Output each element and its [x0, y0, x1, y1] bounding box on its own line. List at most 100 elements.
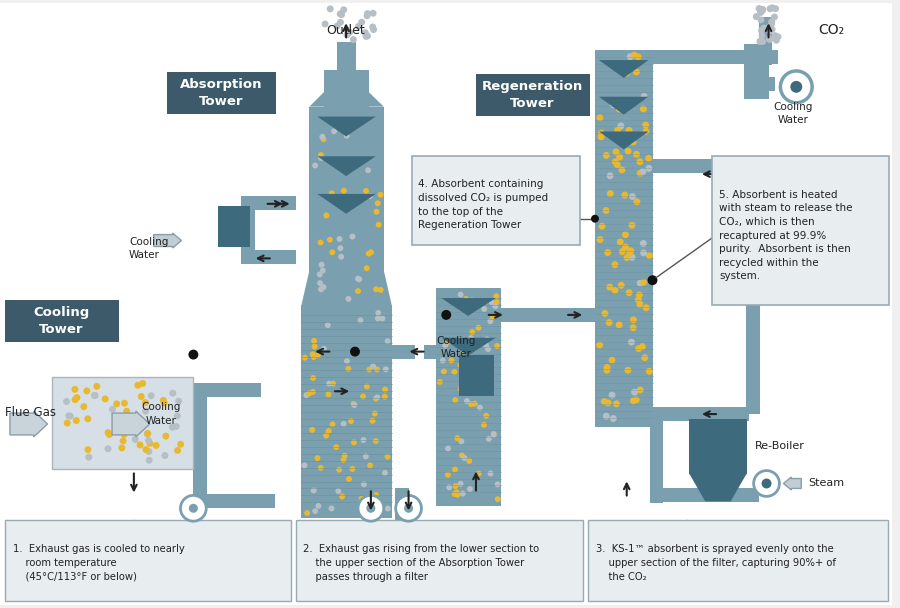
Circle shape [113, 400, 120, 407]
FancyArrow shape [783, 477, 801, 490]
Circle shape [633, 69, 640, 75]
Bar [395, 488, 409, 518]
Text: Cooling
Water: Cooling Water [129, 237, 168, 260]
Circle shape [334, 22, 340, 30]
Circle shape [624, 70, 630, 77]
Circle shape [616, 105, 623, 112]
Circle shape [610, 415, 616, 422]
Circle shape [617, 122, 625, 130]
Circle shape [603, 207, 609, 214]
Circle shape [328, 190, 335, 196]
Bar [712, 156, 888, 305]
Circle shape [148, 392, 155, 399]
Circle shape [646, 252, 652, 259]
Circle shape [647, 275, 658, 285]
Circle shape [639, 343, 646, 350]
Circle shape [486, 436, 491, 442]
Bar [166, 72, 275, 114]
Circle shape [312, 162, 318, 168]
Text: CO₂: CO₂ [818, 23, 844, 37]
Circle shape [636, 387, 644, 393]
Circle shape [613, 400, 620, 407]
Circle shape [310, 389, 316, 395]
Circle shape [598, 130, 605, 136]
Circle shape [120, 437, 127, 444]
Bar [746, 77, 776, 91]
Circle shape [312, 508, 318, 514]
Circle shape [766, 35, 773, 42]
Circle shape [598, 223, 606, 230]
Bar [588, 520, 887, 601]
Circle shape [631, 389, 638, 396]
Bar [694, 407, 749, 421]
Bar [241, 196, 295, 210]
FancyArrow shape [112, 411, 149, 437]
Circle shape [758, 16, 764, 24]
Circle shape [491, 431, 497, 437]
Circle shape [464, 398, 470, 404]
Circle shape [384, 338, 391, 344]
Circle shape [452, 491, 457, 497]
Circle shape [364, 10, 371, 17]
Circle shape [161, 399, 167, 406]
Circle shape [318, 240, 323, 246]
Circle shape [131, 436, 139, 443]
Circle shape [374, 367, 380, 373]
Circle shape [484, 336, 490, 342]
Circle shape [169, 424, 176, 430]
Circle shape [608, 357, 616, 364]
Circle shape [454, 492, 461, 498]
Circle shape [323, 433, 329, 438]
Text: 3.  KS-1™ absorbent is sprayed evenly onto the
    upper section of the filter, : 3. KS-1™ absorbent is sprayed evenly ont… [596, 544, 836, 582]
Circle shape [85, 415, 91, 423]
Circle shape [768, 21, 775, 27]
Circle shape [318, 155, 324, 161]
Circle shape [336, 488, 341, 494]
Circle shape [72, 396, 78, 403]
Bar [5, 300, 119, 342]
Circle shape [337, 467, 342, 472]
Circle shape [146, 457, 153, 464]
Circle shape [618, 167, 626, 173]
Circle shape [372, 410, 378, 416]
Circle shape [464, 296, 469, 302]
Circle shape [145, 437, 152, 444]
Circle shape [769, 18, 775, 25]
Circle shape [365, 250, 372, 257]
Circle shape [608, 392, 616, 399]
Circle shape [483, 413, 490, 419]
Circle shape [636, 291, 643, 299]
Circle shape [396, 496, 421, 521]
Circle shape [773, 37, 779, 44]
Bar [310, 106, 383, 305]
Circle shape [604, 364, 610, 371]
Circle shape [436, 379, 443, 385]
Circle shape [123, 408, 130, 415]
Text: Flue Gas: Flue Gas [5, 406, 56, 418]
Circle shape [494, 343, 500, 349]
Circle shape [341, 421, 346, 427]
Circle shape [628, 222, 635, 229]
Circle shape [303, 392, 310, 398]
Circle shape [174, 412, 181, 420]
Circle shape [628, 339, 634, 345]
Circle shape [495, 496, 500, 502]
Circle shape [138, 393, 145, 400]
Circle shape [760, 6, 766, 13]
Circle shape [142, 408, 149, 415]
Circle shape [635, 345, 643, 352]
Circle shape [760, 38, 766, 45]
Circle shape [346, 29, 353, 36]
Bar [302, 305, 392, 518]
Circle shape [485, 356, 491, 362]
Bar [324, 70, 369, 106]
Circle shape [482, 379, 487, 385]
Circle shape [441, 310, 451, 320]
Circle shape [598, 134, 605, 140]
Circle shape [761, 478, 771, 488]
Circle shape [351, 401, 356, 407]
Circle shape [619, 248, 625, 255]
Circle shape [360, 393, 366, 399]
Circle shape [361, 437, 366, 443]
Bar [476, 74, 590, 116]
